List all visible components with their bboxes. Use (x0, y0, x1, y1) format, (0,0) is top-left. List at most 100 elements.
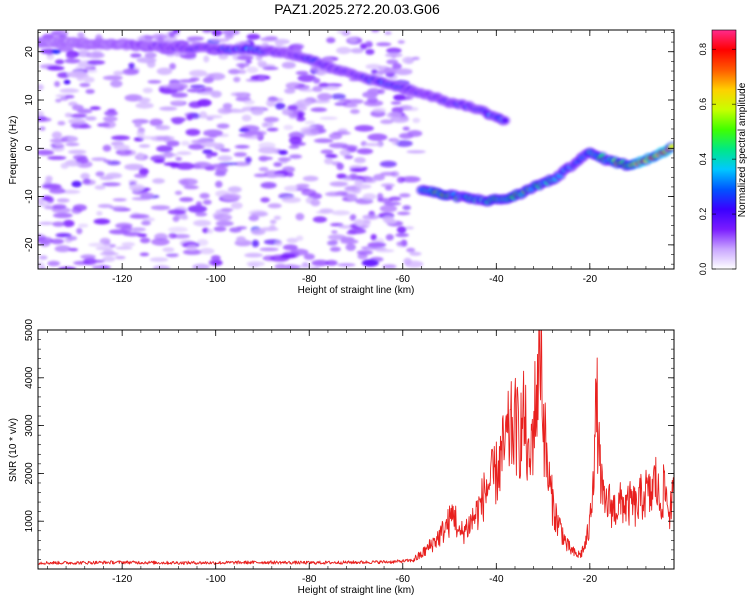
spectrogram-noise-cell (149, 257, 169, 262)
spectrogram-noise-cell (324, 157, 334, 165)
spectrogram-x-tick-label: -100 (206, 274, 226, 285)
colorbar: 0.0 0.2 0.4 0.6 0.8 Normalized spectral ampl… (698, 29, 748, 275)
spectrogram-noise-cell (57, 121, 66, 126)
spectrogram-noise-cell (139, 252, 150, 257)
spectrogram-noise-cell (178, 178, 198, 186)
spectrogram-noise-cell (175, 156, 182, 162)
spectrogram-noise-cell (377, 70, 386, 75)
spectrogram-noise-cell (166, 140, 180, 147)
snr-y-tick-label: 5000 (24, 318, 35, 341)
spectrogram-noise-cell (196, 239, 209, 246)
spectrogram-noise-cell (134, 120, 142, 128)
spectrogram-noise-cell (38, 261, 45, 268)
spectrogram-noise-cell (52, 204, 67, 210)
spectrogram-x-tick-label: -40 (489, 274, 504, 285)
snr-frame (37, 329, 675, 570)
spectrogram-noise-cell (269, 219, 277, 224)
spectrogram-noise-cell (230, 92, 245, 97)
spectrogram-noise-cell (89, 106, 101, 111)
spectrogram-noise-cell (331, 210, 351, 216)
spectrogram-noise-cell (122, 68, 140, 76)
spectrogram-noise-cell (240, 55, 250, 59)
spectrogram-noise-cell (382, 215, 395, 223)
spectrogram-noise-cell (199, 247, 215, 255)
spectrogram-noise-cell (76, 157, 89, 164)
spectrogram-noise-cell (258, 167, 269, 172)
spectrogram-noise-cell (83, 76, 95, 83)
spectrogram-noise-cell (332, 131, 351, 136)
spectrogram-noise-cell (85, 89, 95, 94)
spectrogram-noise-cell (105, 172, 123, 179)
spectrogram-noise-cell (379, 204, 398, 213)
spectrogram-noise-cell (380, 119, 394, 124)
spectrogram-noise-cell (296, 235, 304, 241)
spectrogram-noise-cell (330, 222, 344, 227)
spectrogram-noise-cell (258, 155, 269, 162)
spectrogram-noise-cell (49, 188, 66, 194)
spectrogram-noise-cell (221, 193, 241, 201)
spectrogram-noise-cell (240, 125, 260, 133)
spectrogram-noise-cell (180, 140, 190, 146)
spectrogram-noise-cell (138, 144, 151, 148)
spectrogram-noise-cell (349, 214, 357, 221)
colorbar-ticks: 0.0 0.2 0.4 0.6 0.8 (698, 43, 736, 275)
spectrogram-noise-cell (215, 180, 223, 188)
spectrogram-noise-cell (110, 80, 123, 88)
spectrogram-noise-cell (406, 150, 426, 154)
spectrogram-noise-cell (109, 244, 116, 248)
spectrogram-noise-cell (55, 233, 72, 238)
spectrogram-noise-cell (203, 129, 223, 137)
spectrogram-noise-cell (289, 154, 302, 159)
spectrogram-noise-cell (253, 173, 268, 178)
spectrogram-noise-cell (227, 186, 242, 193)
spectrogram-noise-cell (275, 240, 283, 247)
spectrogram-noise-cell (130, 53, 142, 58)
spectrogram-noise-cell (215, 167, 228, 174)
spectrogram-noise-cell (135, 102, 154, 109)
spectrogram-noise-cell (147, 80, 162, 84)
spectrogram-noise-cell (216, 123, 230, 129)
spectrogram-noise-cell (361, 259, 379, 267)
spectrogram-noise-cell (373, 174, 385, 181)
spectrogram-noise-cell (312, 85, 323, 92)
spectrogram-noise-cell (246, 261, 265, 267)
spectrogram-noise-cell (397, 40, 405, 44)
spectrogram-noise-cell (204, 166, 216, 171)
spectrogram-noise-cell (64, 58, 81, 64)
spectrogram-noise-cell (113, 70, 124, 76)
spectrogram-noise-cell (174, 190, 183, 195)
spectrogram-noise-cell (162, 247, 175, 253)
spectrogram-noise-cell (52, 212, 73, 219)
spectrogram-noise-cell (236, 236, 246, 243)
spectrogram-noise-cell (228, 68, 241, 75)
spectrogram-noise-cell (404, 226, 415, 230)
spectrogram-noise-cell (152, 178, 165, 184)
spectrogram-noise-cell (217, 107, 232, 115)
spectrogram-noise-cell (406, 247, 416, 253)
spectrogram-noise-cell (202, 77, 214, 84)
spectrogram-noise-cell (211, 30, 223, 37)
spectrogram-noise-cell (354, 125, 375, 132)
spectrogram-noise-cell (78, 223, 89, 228)
spectrogram-noise-cell (172, 215, 180, 222)
spectrogram-noise-cell (46, 65, 65, 71)
spectrogram-noise-cell (325, 191, 343, 197)
spectrogram-noise-cell (96, 211, 103, 216)
spectrogram-noise-cell (183, 185, 199, 190)
spectrogram-noise-cell (394, 68, 413, 74)
spectrogram-noise-cell (302, 175, 319, 182)
spectrogram-noise-cell (385, 234, 394, 241)
spectrogram-noise-cell (354, 179, 363, 186)
spectrogram-noise-cell (168, 226, 188, 233)
spectrogram-noise-cell (379, 160, 397, 168)
spectrogram-noise-cell (70, 113, 88, 119)
spectrogram-noise-cell (146, 60, 156, 68)
spectrogram-noise-cell (38, 221, 55, 225)
spectrogram-noise-cell (51, 131, 63, 139)
spectrogram-noise-cell (71, 180, 82, 188)
spectrogram-noise-cell (233, 76, 241, 83)
spectrogram-noise-cell (245, 156, 252, 164)
spectrogram-noise-cell (350, 173, 357, 177)
spectrogram-noise-cell (62, 219, 75, 228)
spectrogram-noise-cell (297, 74, 317, 83)
